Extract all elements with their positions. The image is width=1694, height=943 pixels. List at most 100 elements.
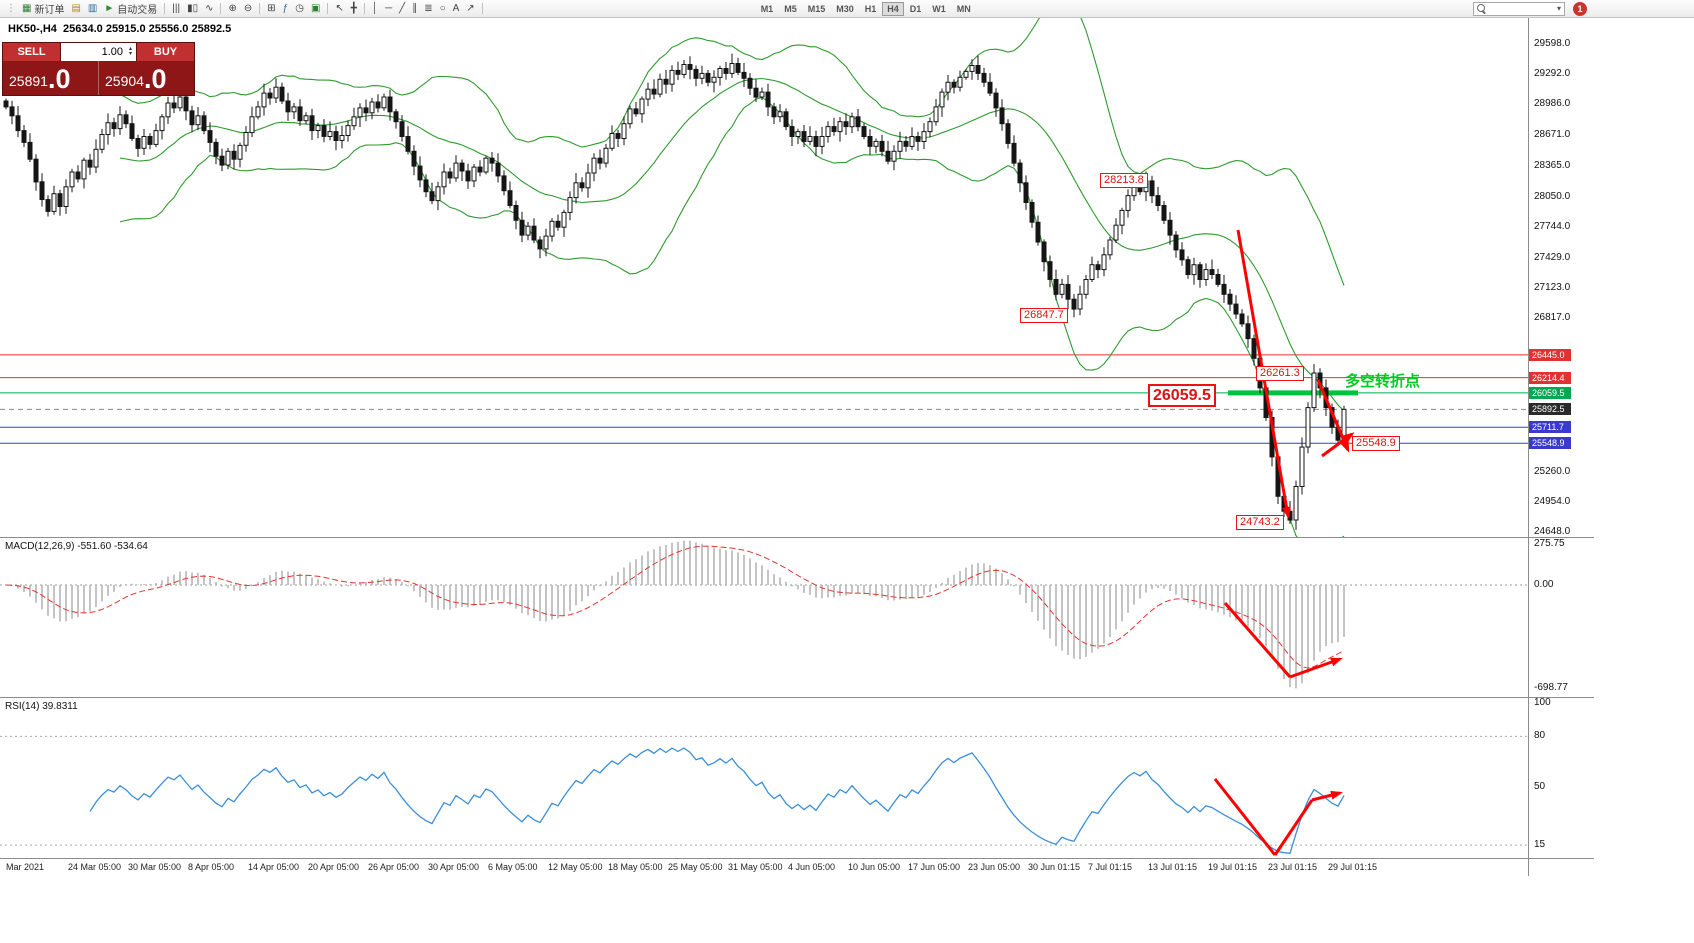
volume-input[interactable] (61, 46, 125, 58)
spinner-down-icon[interactable]: ▾ (128, 51, 132, 57)
tile-windows-button[interactable]: ⊞ (264, 1, 278, 16)
price-callout[interactable]: 24743.2 (1236, 515, 1284, 530)
time-axis-label: 4 Jun 05:00 (788, 862, 836, 872)
axis-label: 15 (1534, 839, 1546, 851)
price-tag: 25548.9 (1529, 437, 1571, 450)
text-icon: A (452, 2, 460, 14)
one-click-trading-panel: SELL ▴▾ BUY 25891.0 25904.0 (2, 42, 195, 96)
trendline-button[interactable]: ╱ (396, 1, 408, 16)
toolbar-separator (164, 3, 166, 14)
horizontal-line-icon: ─ (385, 2, 393, 14)
bar-chart-button[interactable]: ||| (169, 1, 183, 16)
price-callout[interactable]: 26261.3 (1256, 366, 1304, 381)
axis-label: 26817.0 (1534, 312, 1571, 324)
autotrade-icon: ► (104, 2, 115, 14)
toolbar-grip[interactable]: ⋮ (6, 3, 16, 14)
timeframe-mn-button[interactable]: MN (956, 3, 971, 14)
timeframe-m1-button[interactable]: M1 (760, 3, 774, 14)
panel-divider[interactable] (0, 858, 1594, 859)
macd-signal-line (5, 545, 1345, 669)
timeframe-d1-button[interactable]: D1 (909, 3, 922, 14)
time-axis-label: 14 Apr 05:00 (248, 862, 300, 872)
shapes-button[interactable]: ○ (437, 1, 449, 16)
line-chart-button[interactable]: ∿ (202, 1, 216, 16)
indicators-button[interactable]: ƒ (280, 1, 292, 16)
annotation-arrow[interactable] (1223, 602, 1343, 679)
toolbar-buttons: ▦ 新订单 ▤ ▥ ► 自动交易 ||| ▮▯ ∿ ⊕ ⊖ ⊞ ƒ ◷ ▣ ↖ ╋ │ ─ ╱ ∥ ≣ ○ A ↗ (19, 1, 486, 16)
support-highlight-bar[interactable] (1228, 390, 1358, 396)
price-callout[interactable]: 26059.5 (1148, 384, 1216, 407)
time-axis-label: 12 May 05:00 (548, 862, 603, 872)
search-dropdown-icon[interactable]: ▾ (1556, 4, 1561, 13)
bollinger-middle-band (119, 77, 1345, 412)
profiles-icon-icon: ▥ (87, 2, 98, 14)
profiles-icon-button[interactable]: ▥ (85, 1, 100, 16)
axis-label: 28986.0 (1534, 98, 1571, 110)
price-callout[interactable]: 28213.8 (1100, 173, 1148, 188)
charts-grid-icon-icon: ▤ (71, 2, 81, 14)
channel-icon: ∥ (412, 2, 418, 14)
price-axis[interactable]: 29598.0 29292.0 28986.0 28671.0 28365.0 28050… (1528, 18, 1594, 876)
timeframe-h4-button[interactable]: H4 (882, 1, 904, 16)
axis-label: 100 (1534, 697, 1551, 708)
macd-indicator-panel[interactable] (0, 537, 1528, 697)
line-chart-icon: ∿ (205, 2, 214, 14)
text-button[interactable]: A (450, 1, 463, 16)
timeframe-m15-button[interactable]: M15 (807, 3, 826, 14)
volume-spinner: ▴ ▾ (125, 46, 136, 57)
autotrade-button[interactable]: ► 自动交易 (101, 1, 160, 17)
panel-divider[interactable] (0, 697, 1594, 698)
sell-button[interactable]: SELL (3, 43, 60, 61)
new-chart-button[interactable]: ▣ (308, 1, 323, 16)
crosshair-button[interactable]: ╋ (348, 1, 360, 16)
time-axis-label: 24 Mar 05:00 (68, 862, 122, 872)
timeframe-w1-button[interactable]: W1 (932, 3, 946, 14)
arrows-button[interactable]: ↗ (463, 1, 477, 16)
timeframe-m5-button[interactable]: M5 (784, 3, 797, 14)
zoom-out-button[interactable]: ⊖ (241, 1, 255, 16)
charts-grid-icon-button[interactable]: ▤ (68, 1, 83, 16)
turning-point-label[interactable]: 多空转折点 (1345, 373, 1421, 390)
candlestick-chart-icon: ▮▯ (187, 2, 199, 14)
price-chart[interactable] (0, 18, 1528, 537)
timeframe-m30-button[interactable]: M30 (836, 3, 854, 14)
bid-price[interactable]: 25891.0 (3, 61, 98, 95)
axis-label: 275.75 (1534, 538, 1565, 550)
toolbar-separator (481, 3, 483, 14)
axis-label: 27429.0 (1534, 251, 1571, 263)
timeframe-toolbar: M1 M5 M15 M30 H1 H4 D1 W1 MN (756, 1, 976, 16)
volume-field: ▴▾ (60, 43, 137, 61)
search-input[interactable] (1488, 3, 1555, 14)
time-axis[interactable]: Mar 2021 24 Mar 05:00 30 Mar 05:00 8 Apr 05… (0, 858, 1594, 876)
timeframe-h1-button[interactable]: H1 (864, 3, 877, 14)
axis-label: 28050.0 (1534, 190, 1571, 202)
main-toolbar: ⋮ ▦ 新订单 ▤ ▥ ► 自动交易 ||| ▮▯ ∿ ⊕ ⊖ ⊞ ƒ ◷ ▣ ↖ ╋ │ ─ ╱ ∥ ≣ ○ A ↗ M1 M5… (0, 0, 1694, 18)
period-clock-button[interactable]: ◷ (292, 1, 307, 16)
candlestick-chart-button[interactable]: ▮▯ (184, 1, 201, 16)
search-icon (1476, 3, 1487, 14)
new-order-button[interactable]: ▦ 新订单 (19, 1, 67, 17)
fibonacci-button[interactable]: ≣ (421, 1, 435, 16)
time-axis-label: 23 Jul 01:15 (1268, 862, 1318, 872)
symbol-search: ▾ (1472, 1, 1565, 16)
candle-wicks (5, 53, 1345, 530)
arrows-icon: ↗ (466, 2, 475, 14)
axis-label: 80 (1534, 730, 1546, 742)
rsi-indicator-panel[interactable] (0, 697, 1528, 858)
price-callout[interactable]: 25548.9 (1352, 436, 1400, 451)
buy-button[interactable]: BUY (137, 43, 194, 61)
axis-label: 29598.0 (1534, 38, 1571, 49)
time-axis-label: 20 Apr 05:00 (308, 862, 360, 872)
vertical-line-button[interactable]: │ (369, 1, 381, 16)
panel-divider[interactable] (0, 537, 1594, 538)
cursor-button[interactable]: ↖ (332, 1, 346, 16)
notifications-badge[interactable]: 1 (1573, 1, 1587, 16)
price-tag: 26445.0 (1529, 348, 1571, 361)
price-callout[interactable]: 26847.7 (1020, 308, 1068, 323)
annotation-arrow[interactable] (1213, 778, 1343, 856)
zoom-in-button[interactable]: ⊕ (225, 1, 239, 16)
spinner-up-icon[interactable]: ▴ (128, 46, 132, 52)
ask-price[interactable]: 25904.0 (98, 61, 194, 95)
channel-button[interactable]: ∥ (409, 1, 420, 16)
horizontal-line-button[interactable]: ─ (382, 1, 395, 16)
